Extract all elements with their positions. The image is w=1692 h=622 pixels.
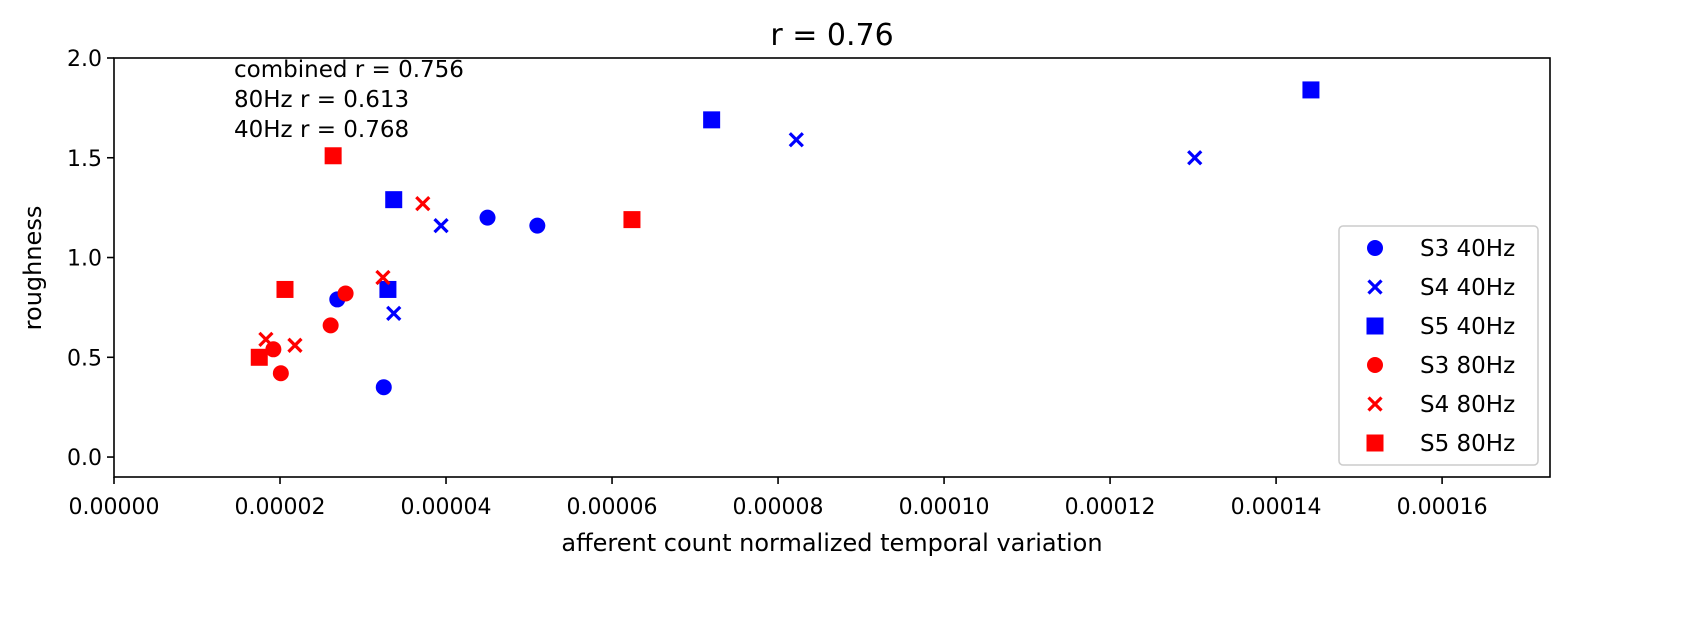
legend-marker	[1367, 396, 1383, 412]
annotation-text: 40Hz r = 0.768	[234, 117, 409, 143]
x-tick-label: 0.00008	[733, 495, 824, 520]
correlation-annotations: combined r = 0.756 80Hz r = 0.613 40Hz r =…	[234, 57, 464, 143]
data-point	[1302, 81, 1320, 99]
data-point	[375, 269, 391, 286]
x-tick-label: 0.00000	[69, 495, 160, 520]
legend: S3 40Hz S4 40Hz S5 40Hz S3 80Hz S4 80Hz S5 80…	[1338, 225, 1539, 466]
legend-label: S4 80Hz	[1420, 392, 1515, 418]
data-point	[433, 217, 449, 234]
legend-marker	[1366, 434, 1384, 452]
data-point	[322, 317, 339, 334]
legend-label: S3 80Hz	[1420, 353, 1515, 379]
legend-label: S5 40Hz	[1420, 314, 1515, 340]
legend-box	[1338, 225, 1539, 466]
x-tick-label: 0.00010	[899, 495, 990, 520]
legend-label: S4 40Hz	[1420, 275, 1515, 301]
data-point	[272, 365, 289, 382]
annotation-text: 80Hz r = 0.613	[234, 87, 409, 113]
data-point	[375, 379, 392, 396]
data-point	[623, 211, 641, 229]
chart-title: r = 0.76	[770, 18, 893, 53]
y-tick-label: 2.0	[67, 47, 102, 72]
data-point	[703, 111, 721, 129]
data-point	[385, 191, 403, 209]
legend-marker	[1367, 279, 1383, 295]
x-tick-label: 0.00016	[1397, 495, 1488, 520]
data-point	[386, 305, 402, 322]
x-axis-label: afferent count normalized temporal varia…	[561, 529, 1102, 557]
x-tick-label: 0.00014	[1231, 495, 1322, 520]
data-point	[337, 285, 354, 302]
data-point	[276, 280, 294, 298]
data-point	[529, 217, 546, 234]
legend-marker	[1366, 317, 1384, 335]
legend-label: S3 40Hz	[1420, 236, 1515, 262]
y-axis-label: roughness	[19, 206, 47, 331]
y-tick-label: 0.0	[67, 446, 102, 471]
data-point	[415, 196, 431, 212]
x-tick-label: 0.00002	[235, 495, 326, 520]
y-axis: 0.0 0.5 1.0 1.5 2.0	[67, 47, 114, 471]
legend-marker	[1367, 240, 1383, 256]
y-tick-label: 1.5	[67, 147, 102, 172]
data-points	[250, 81, 1320, 396]
y-tick-label: 1.0	[67, 247, 102, 272]
x-tick-label: 0.00012	[1065, 495, 1156, 520]
y-tick-label: 0.5	[67, 346, 102, 371]
x-tick-label: 0.00006	[567, 495, 658, 520]
x-tick-label: 0.00004	[401, 495, 492, 520]
data-point	[1187, 150, 1203, 166]
data-point	[324, 147, 342, 165]
x-axis: 0.00000 0.00002 0.00004 0.00006 0.00008 0.000…	[69, 477, 1488, 520]
annotation-text: combined r = 0.756	[234, 57, 464, 83]
legend-marker	[1367, 357, 1383, 373]
data-point	[788, 132, 804, 148]
legend-label: S5 80Hz	[1420, 431, 1515, 457]
plot-area	[113, 57, 1551, 478]
data-point	[250, 348, 268, 366]
data-point	[258, 331, 274, 347]
data-point	[479, 209, 496, 226]
data-point	[379, 280, 397, 298]
data-point	[265, 341, 282, 358]
data-point	[287, 337, 303, 353]
